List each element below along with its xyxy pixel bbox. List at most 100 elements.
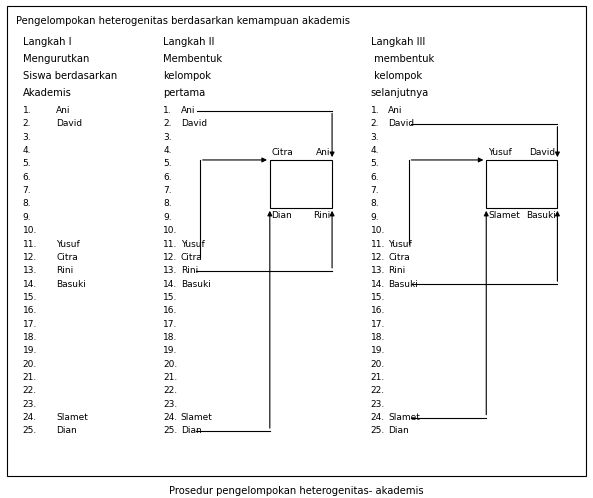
Text: 17.: 17.	[371, 320, 385, 329]
Text: Rini: Rini	[388, 266, 406, 275]
Text: 14.: 14.	[23, 279, 37, 288]
Text: Citra: Citra	[272, 148, 294, 157]
Text: kelompok: kelompok	[163, 71, 211, 81]
Text: membentuk: membentuk	[371, 54, 434, 64]
Text: 21.: 21.	[23, 373, 37, 382]
Text: Langkah III: Langkah III	[371, 37, 425, 47]
Text: 6.: 6.	[163, 173, 172, 182]
Text: 9.: 9.	[23, 213, 31, 222]
Text: 5.: 5.	[371, 159, 380, 168]
Text: 9.: 9.	[163, 213, 172, 222]
Text: Citra: Citra	[181, 253, 203, 262]
Text: 8.: 8.	[163, 200, 172, 209]
Text: 13.: 13.	[371, 266, 385, 275]
Text: 8.: 8.	[23, 200, 31, 209]
Text: 3.: 3.	[23, 133, 31, 142]
Text: Slamet: Slamet	[181, 413, 213, 422]
Text: 19.: 19.	[371, 346, 385, 355]
Text: 11.: 11.	[23, 240, 37, 249]
Text: 14.: 14.	[163, 279, 177, 288]
Text: Basuki: Basuki	[181, 279, 211, 288]
Text: 10.: 10.	[163, 226, 177, 235]
Text: Basuki: Basuki	[56, 279, 86, 288]
Text: Dian: Dian	[388, 426, 409, 435]
Text: David: David	[181, 120, 207, 128]
Text: 21.: 21.	[371, 373, 385, 382]
Text: 24.: 24.	[371, 413, 385, 422]
Text: 24.: 24.	[163, 413, 177, 422]
Text: Basuki: Basuki	[388, 279, 418, 288]
Text: 11.: 11.	[163, 240, 177, 249]
Text: 19.: 19.	[163, 346, 177, 355]
Text: Yusuf: Yusuf	[388, 240, 412, 249]
Text: 22.: 22.	[23, 386, 37, 395]
Text: Citra: Citra	[56, 253, 78, 262]
Text: 7.: 7.	[371, 186, 380, 195]
Text: Prosedur pengelompokan heterogenitas- akademis: Prosedur pengelompokan heterogenitas- ak…	[169, 486, 424, 496]
Text: 17.: 17.	[23, 320, 37, 329]
Text: 20.: 20.	[23, 360, 37, 369]
Text: 25.: 25.	[371, 426, 385, 435]
Text: 2.: 2.	[163, 120, 171, 128]
Text: 16.: 16.	[371, 306, 385, 315]
Text: 25.: 25.	[163, 426, 177, 435]
Text: Mengurutkan: Mengurutkan	[23, 54, 89, 64]
Text: Rini: Rini	[313, 211, 330, 220]
Text: 22.: 22.	[371, 386, 385, 395]
Text: 1.: 1.	[163, 106, 172, 115]
Text: Rini: Rini	[56, 266, 74, 275]
Bar	[270, 160, 332, 208]
Text: 12.: 12.	[371, 253, 385, 262]
Text: kelompok: kelompok	[371, 71, 422, 81]
Text: Yusuf: Yusuf	[488, 148, 512, 157]
Text: 23.: 23.	[371, 400, 385, 409]
Text: 4.: 4.	[163, 146, 171, 155]
Text: David: David	[388, 120, 415, 128]
Bar	[486, 160, 557, 208]
Text: 21.: 21.	[163, 373, 177, 382]
Text: 10.: 10.	[23, 226, 37, 235]
Text: 1.: 1.	[371, 106, 380, 115]
Text: 1.: 1.	[23, 106, 31, 115]
Text: 20.: 20.	[163, 360, 177, 369]
Text: 22.: 22.	[163, 386, 177, 395]
Text: Langkah I: Langkah I	[23, 37, 71, 47]
Text: Slamet: Slamet	[388, 413, 420, 422]
Text: 13.: 13.	[23, 266, 37, 275]
Text: 15.: 15.	[371, 293, 385, 302]
Text: 20.: 20.	[371, 360, 385, 369]
Text: 2.: 2.	[371, 120, 379, 128]
Text: 2.: 2.	[23, 120, 31, 128]
Text: 15.: 15.	[23, 293, 37, 302]
Text: Basuki: Basuki	[526, 211, 556, 220]
Text: Yusuf: Yusuf	[181, 240, 205, 249]
Text: 15.: 15.	[163, 293, 177, 302]
Text: 14.: 14.	[371, 279, 385, 288]
Text: Ani: Ani	[181, 106, 195, 115]
Text: 6.: 6.	[371, 173, 380, 182]
Text: 5.: 5.	[23, 159, 31, 168]
Text: 11.: 11.	[371, 240, 385, 249]
Text: Citra: Citra	[388, 253, 410, 262]
Text: Ani: Ani	[56, 106, 71, 115]
Text: 7.: 7.	[163, 186, 172, 195]
Text: 10.: 10.	[371, 226, 385, 235]
Text: Dian: Dian	[272, 211, 292, 220]
Text: 9.: 9.	[371, 213, 380, 222]
Text: 23.: 23.	[23, 400, 37, 409]
Text: Rini: Rini	[181, 266, 198, 275]
Text: 16.: 16.	[163, 306, 177, 315]
Text: Akademis: Akademis	[23, 88, 71, 98]
Text: Slamet: Slamet	[56, 413, 88, 422]
Text: Membentuk: Membentuk	[163, 54, 222, 64]
Text: 24.: 24.	[23, 413, 37, 422]
Text: 8.: 8.	[371, 200, 380, 209]
Text: David: David	[530, 148, 556, 157]
Text: 4.: 4.	[23, 146, 31, 155]
Text: 12.: 12.	[23, 253, 37, 262]
Text: 5.: 5.	[163, 159, 172, 168]
Text: 25.: 25.	[23, 426, 37, 435]
Text: 3.: 3.	[163, 133, 172, 142]
Text: 18.: 18.	[371, 333, 385, 342]
Text: David: David	[56, 120, 82, 128]
